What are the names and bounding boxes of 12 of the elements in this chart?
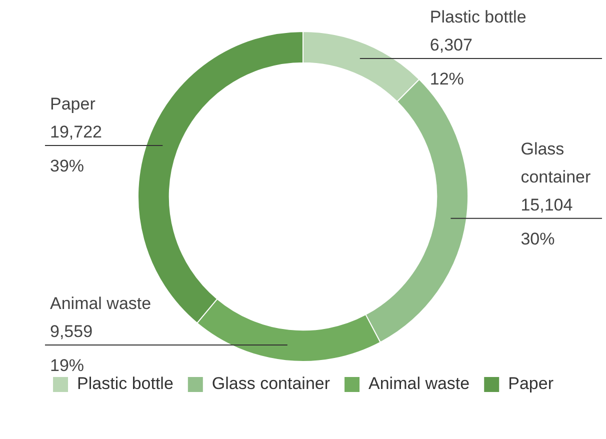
legend-label: Glass container [212,374,330,394]
slice-label: Animal waste [50,294,152,314]
data-label: 19,722 39% [50,122,102,176]
legend-label: Plastic bottle [77,374,174,394]
legend-label: Paper [508,374,554,394]
data-label: 6,307 12% [430,35,472,88]
data-label: 15,104 30% [520,195,573,248]
data-label: 9,559 19% [50,322,93,376]
slice-label: Glass container [520,139,591,186]
slice-label: Paper [50,94,96,114]
legend-label: Animal waste [368,374,470,394]
slice-label: Plastic bottle [430,7,526,26]
